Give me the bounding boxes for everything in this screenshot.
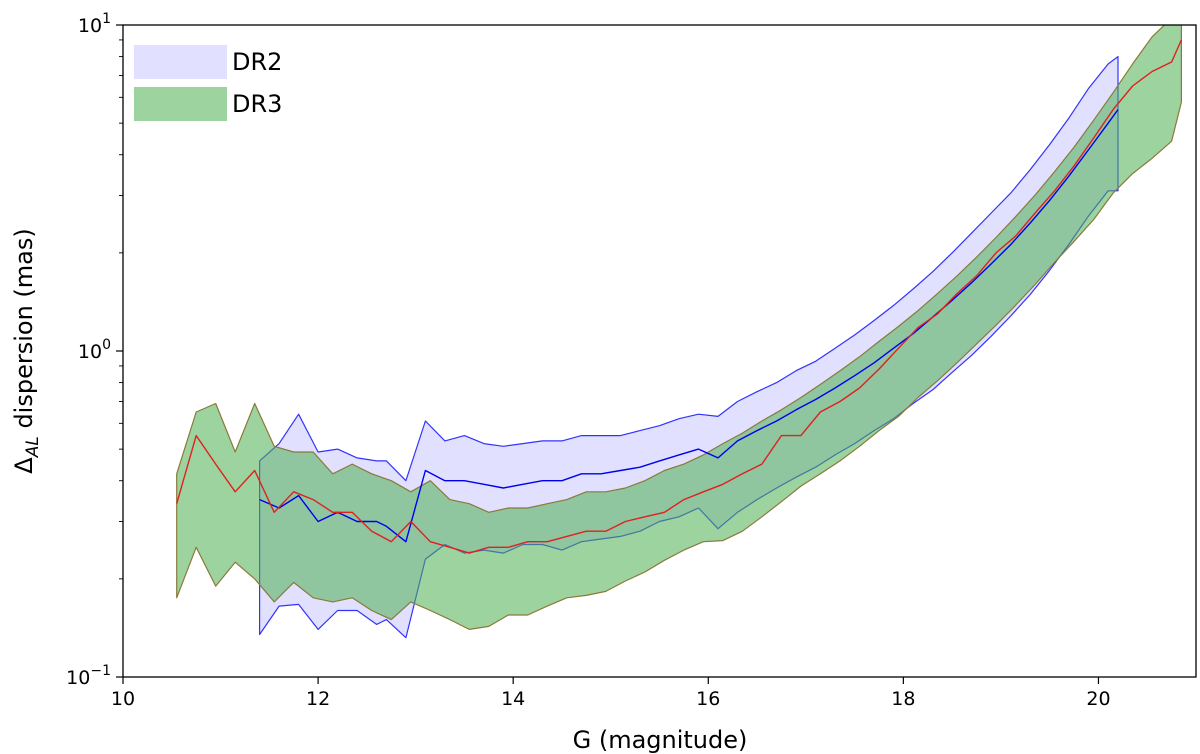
legend-swatch-dr3: [134, 87, 227, 121]
y-tick-label: 100: [78, 337, 111, 363]
x-tick-label: 10: [111, 688, 135, 710]
y-tick-label: 10−1: [66, 663, 111, 689]
y-axis-ticks: 10−1 100 101: [66, 11, 123, 689]
y-tick-label: 101: [78, 11, 111, 37]
legend: DR2 DR3: [134, 45, 282, 121]
x-tick-label: 14: [501, 688, 525, 710]
dr3-median-line: [176, 39, 1183, 554]
x-tick-label: 16: [696, 688, 720, 710]
legend-swatch-dr2: [134, 45, 227, 79]
x-axis-label: G (magnitude): [573, 726, 748, 754]
legend-label-dr3: DR3: [232, 90, 282, 118]
chart-lines: [176, 39, 1183, 554]
dr3-band: [176, 25, 1183, 631]
y-axis-label: ΔAL dispersion (mas): [10, 228, 43, 473]
legend-label-dr2: DR2: [232, 48, 282, 76]
x-tick-label: 20: [1086, 688, 1110, 710]
y-axis-label-subscript: AL: [23, 436, 43, 458]
x-axis-ticks: 10 12 14 16 18 20: [111, 677, 1111, 710]
dr2-median-line: [259, 109, 1119, 543]
y-axis-label-rest: dispersion (mas): [10, 228, 38, 436]
x-tick-label: 12: [306, 688, 330, 710]
x-tick-label: 18: [891, 688, 915, 710]
y-axis-label-delta: Δ: [10, 457, 38, 474]
chart-areas: [176, 25, 1183, 639]
